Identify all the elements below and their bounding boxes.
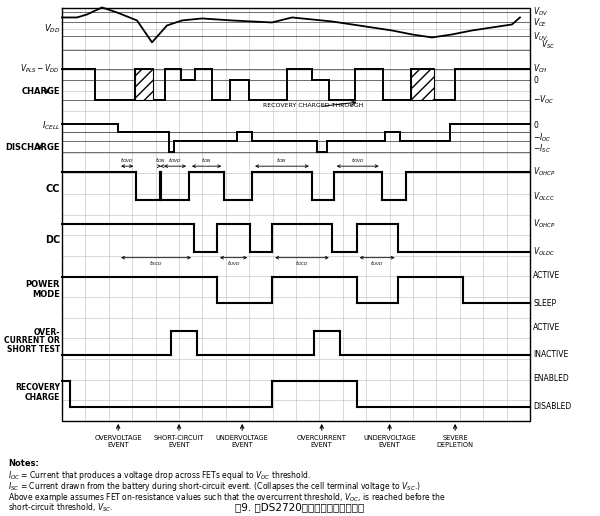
- Text: 0: 0: [533, 121, 538, 130]
- Bar: [410, 69, 434, 100]
- Text: 图9. 受DS2720保护的锨离子电池波形: 图9. 受DS2720保护的锨离子电池波形: [235, 502, 365, 512]
- Text: DISCHARGE: DISCHARGE: [5, 143, 60, 152]
- Text: $I_{CELL}$: $I_{CELL}$: [41, 120, 60, 132]
- Text: INACTIVE: INACTIVE: [533, 350, 568, 360]
- Text: $V_{PLS} - V_{DD}$: $V_{PLS} - V_{DD}$: [20, 62, 60, 75]
- Text: MODE: MODE: [32, 290, 60, 299]
- Text: UNDERVOLTAGE
EVENT: UNDERVOLTAGE EVENT: [363, 435, 416, 448]
- Text: UNDERVOLTAGE
EVENT: UNDERVOLTAGE EVENT: [216, 435, 269, 448]
- Text: $t_{UVD}$: $t_{UVD}$: [227, 259, 241, 268]
- Text: $t_{SCD}$: $t_{SCD}$: [149, 259, 163, 268]
- Text: CURRENT OR: CURRENT OR: [4, 336, 60, 346]
- Text: $V_{OHCP}$: $V_{OHCP}$: [533, 218, 556, 230]
- Text: SLEEP: SLEEP: [533, 299, 556, 308]
- Text: ENABLED: ENABLED: [533, 374, 569, 383]
- Text: SHORT-CIRCUIT
EVENT: SHORT-CIRCUIT EVENT: [154, 435, 204, 448]
- Text: RECOVERY: RECOVERY: [15, 383, 60, 392]
- Text: $V_{DD}$: $V_{DD}$: [44, 22, 60, 35]
- Text: Above example assumes FET on-resistance values such that the overcurrent thresho: Above example assumes FET on-resistance …: [8, 491, 446, 504]
- Text: DISABLED: DISABLED: [533, 402, 571, 411]
- Text: SHORT TEST: SHORT TEST: [7, 345, 60, 354]
- Text: $t_{ON}$: $t_{ON}$: [155, 156, 166, 165]
- Text: OVERVOLTAGE
EVENT: OVERVOLTAGE EVENT: [94, 435, 142, 448]
- Text: $V_{CH}$: $V_{CH}$: [533, 62, 548, 75]
- Text: $V_{OLCC}$: $V_{OLCC}$: [533, 190, 555, 203]
- Bar: [134, 69, 153, 100]
- Text: $I_{OC}$ = Current that produces a voltage drop across FETs equal to $V_{OC}$ th: $I_{OC}$ = Current that produces a volta…: [8, 469, 311, 482]
- Text: Notes:: Notes:: [8, 459, 39, 468]
- Text: ACTIVE: ACTIVE: [533, 271, 560, 280]
- Text: $V_{OHCP}$: $V_{OHCP}$: [533, 166, 556, 179]
- Text: $V_{OLDC}$: $V_{OLDC}$: [533, 246, 555, 258]
- Text: $t_{ON}$: $t_{ON}$: [277, 156, 287, 165]
- Text: DC: DC: [45, 235, 60, 245]
- Text: $V_{CE}$: $V_{CE}$: [533, 16, 547, 29]
- Text: OVER-: OVER-: [34, 328, 60, 337]
- Text: $V_{SC}$: $V_{SC}$: [541, 39, 556, 52]
- Text: $t_{OCD}$: $t_{OCD}$: [295, 259, 309, 268]
- Text: $-V_{OC}$: $-V_{OC}$: [533, 93, 554, 106]
- Text: CHARGE: CHARGE: [25, 393, 60, 402]
- Text: RECOVERY CHARGED THROUGH: RECOVERY CHARGED THROUGH: [263, 103, 364, 108]
- Text: $-I_{OC}$: $-I_{OC}$: [533, 132, 551, 144]
- Text: $I_{SC}$ = Current drawn from the battery during short-circuit event. (Collapses: $I_{SC}$ = Current drawn from the batter…: [8, 480, 421, 493]
- Text: $V_{OV}$: $V_{OV}$: [533, 5, 548, 18]
- Text: CC: CC: [46, 184, 60, 194]
- Text: OVERCURRENT
EVENT: OVERCURRENT EVENT: [297, 435, 347, 448]
- Text: $t_{UVD}$: $t_{UVD}$: [370, 259, 384, 268]
- Text: 0: 0: [533, 76, 538, 85]
- Text: POWER: POWER: [25, 280, 60, 288]
- Text: $t_{OVD}$: $t_{OVD}$: [350, 156, 365, 165]
- Text: SEVERE
DEPLETION: SEVERE DEPLETION: [437, 435, 473, 448]
- Text: short-circuit threshold, $V_{SC}$.: short-circuit threshold, $V_{SC}$.: [8, 502, 113, 514]
- Text: $t_{OVD}$: $t_{OVD}$: [120, 156, 134, 165]
- Text: $V_{UV}$: $V_{UV}$: [533, 30, 548, 43]
- Text: ACTIVE: ACTIVE: [533, 322, 560, 332]
- Text: CHARGE: CHARGE: [22, 87, 60, 96]
- Text: $-I_{SC}$: $-I_{SC}$: [533, 142, 551, 155]
- Text: $t_{ON}$: $t_{ON}$: [201, 156, 212, 165]
- Text: $t_{OVD}$: $t_{OVD}$: [168, 156, 182, 165]
